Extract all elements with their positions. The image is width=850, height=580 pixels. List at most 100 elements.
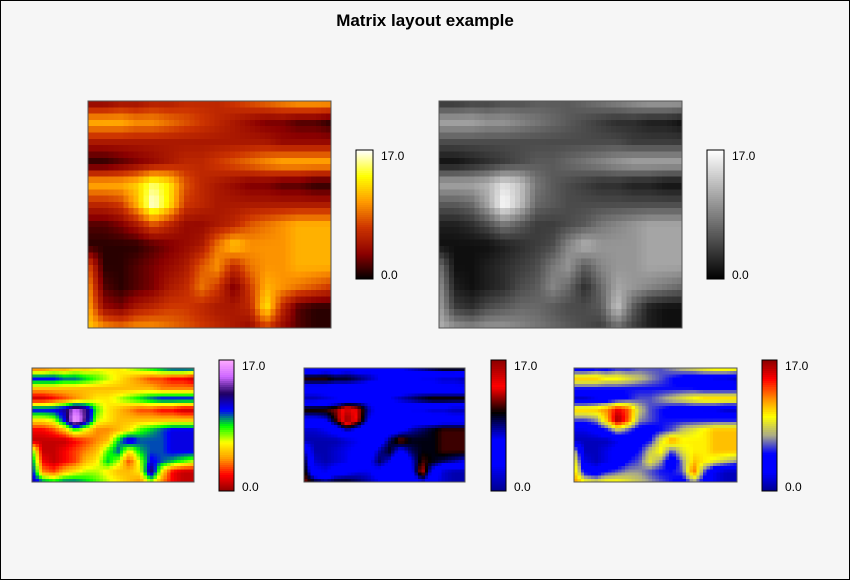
- heatmap-cell: [173, 450, 178, 455]
- heatmap-cell: [565, 315, 572, 323]
- heatmap-cell: [280, 189, 287, 197]
- heatmap-cell: [189, 296, 195, 304]
- heatmap-cell: [585, 145, 592, 153]
- heatmap-cell: [109, 428, 114, 432]
- heatmap-cell: [89, 393, 94, 398]
- heatmap-cell: [290, 302, 297, 310]
- heatmap-cell: [88, 170, 94, 178]
- heatmap-cell: [204, 182, 211, 190]
- heatmap-cell: [646, 321, 653, 329]
- heatmap-cell: [204, 309, 211, 316]
- heatmap-cell: [204, 107, 211, 115]
- heatmap-cell: [52, 390, 57, 394]
- heatmap-cell: [169, 182, 175, 190]
- heatmap-cell: [300, 252, 307, 260]
- heatmap-cell: [545, 189, 551, 197]
- heatmap-cell: [504, 195, 511, 203]
- heatmap-cell: [585, 296, 592, 304]
- heatmap-cell: [631, 277, 638, 285]
- heatmap-cell: [138, 252, 145, 260]
- heatmap-cell: [439, 283, 445, 291]
- heatmap-cell: [585, 258, 592, 266]
- heatmap-cell: [244, 258, 251, 266]
- heatmap-cell: [103, 264, 109, 272]
- heatmap-cell: [479, 157, 486, 165]
- heatmap-cell: [199, 321, 206, 329]
- heatmap-cell: [214, 271, 221, 279]
- heatmap-cell: [651, 233, 658, 241]
- heatmap-cell: [320, 208, 327, 216]
- heatmap-cell: [93, 182, 99, 190]
- heatmap-cell: [109, 412, 114, 417]
- heatmap-cell: [525, 214, 531, 222]
- heatmap-cell: [183, 440, 188, 445]
- heatmap-cell: [189, 302, 195, 310]
- heatmap-cell: [169, 214, 175, 222]
- heatmap-cell: [143, 440, 148, 445]
- heatmap-cell: [128, 302, 135, 310]
- heatmap-cell: [204, 170, 211, 178]
- heatmap-cell: [616, 126, 622, 134]
- heatmap-cell: [177, 399, 182, 404]
- heatmap-cell: [88, 252, 94, 260]
- heatmap-cell: [128, 145, 135, 153]
- heatmap-cell: [167, 399, 171, 404]
- heatmap-cell: [45, 409, 50, 413]
- heatmap-cell: [72, 425, 77, 429]
- heatmap-cell: [514, 277, 521, 285]
- heatmap-cell: [449, 132, 455, 140]
- heatmap-cell: [89, 396, 94, 401]
- heatmap-cell: [72, 406, 77, 410]
- heatmap-cell: [143, 302, 150, 310]
- heatmap-cell: [671, 151, 678, 159]
- heatmap-cell: [509, 283, 516, 291]
- colorbar-segment: [707, 210, 724, 214]
- heatmap-cell: [32, 402, 36, 407]
- heatmap-cell: [509, 233, 516, 241]
- heatmap-cell: [173, 456, 178, 461]
- heatmap-cell: [133, 412, 138, 417]
- heatmap-cell: [199, 302, 206, 310]
- heatmap-cell: [113, 406, 117, 410]
- heatmap-cell: [479, 107, 486, 115]
- heatmap-cell: [48, 437, 53, 442]
- heatmap-cell: [153, 315, 160, 323]
- heatmap-cell: [454, 214, 460, 222]
- heatmap-cell: [123, 431, 128, 436]
- heatmap-cell: [184, 258, 190, 266]
- heatmap-cell: [560, 126, 567, 134]
- heatmap-cell: [88, 309, 94, 316]
- heatmap-cell: [118, 277, 125, 285]
- heatmap-cell: [565, 157, 572, 165]
- heatmap-cell: [315, 283, 322, 291]
- heatmap-cell: [170, 456, 175, 461]
- heatmap-cell: [641, 170, 648, 178]
- heatmap-cell: [469, 214, 476, 222]
- heatmap-cell: [265, 182, 271, 190]
- heatmap-cell: [616, 227, 622, 235]
- heatmap-cell: [479, 182, 486, 190]
- heatmap-cell: [93, 227, 99, 235]
- heatmap-cell: [250, 138, 256, 146]
- heatmap-cell: [38, 377, 43, 382]
- heatmap-cell: [214, 227, 221, 235]
- heatmap-cell: [173, 428, 178, 432]
- heatmap-cell: [449, 189, 455, 197]
- heatmap-cell: [285, 290, 292, 298]
- heatmap-cell: [92, 393, 97, 398]
- heatmap-cell: [204, 233, 211, 241]
- heatmap-cell: [170, 393, 175, 398]
- colorbar-segment: [356, 164, 373, 167]
- heatmap-cell: [315, 239, 322, 247]
- heatmap-cell: [260, 170, 266, 178]
- heatmap-cell: [108, 264, 114, 272]
- heatmap-cell: [626, 239, 632, 247]
- heatmap-cell: [459, 157, 465, 165]
- heatmap-cell: [199, 246, 206, 253]
- heatmap-cell: [666, 101, 673, 108]
- heatmap-cell: [601, 126, 607, 134]
- heatmap-cell: [560, 176, 567, 184]
- heatmap-cell: [514, 113, 521, 121]
- heatmap-cell: [676, 151, 683, 159]
- heatmap-cell: [138, 208, 145, 216]
